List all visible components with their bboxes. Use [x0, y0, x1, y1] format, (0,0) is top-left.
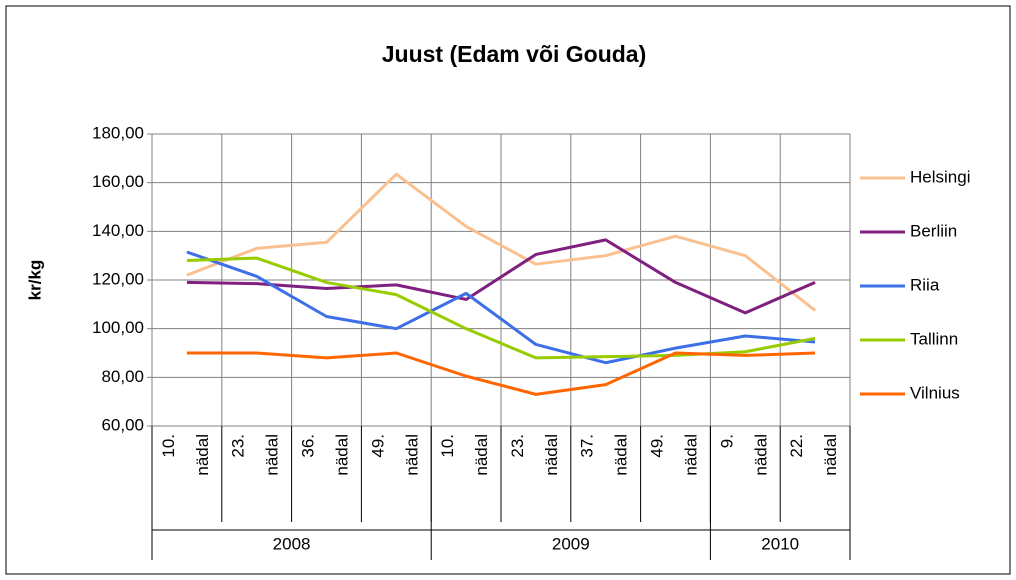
- y-tick-label: 60,00: [101, 415, 144, 434]
- x-tick-label: 37. nädal: [578, 434, 631, 476]
- x-tick-label: 23. nädal: [508, 434, 561, 476]
- group-label: 2010: [761, 534, 799, 553]
- x-tick-label: 36. nädal: [299, 434, 352, 476]
- y-tick-label: 100,00: [92, 318, 144, 337]
- x-tick-label: 9. nädal: [718, 434, 771, 476]
- series-line: [186, 172, 817, 312]
- series-line: [186, 351, 816, 396]
- legend-label: Berliin: [910, 221, 957, 240]
- y-tick-label: 120,00: [92, 269, 144, 288]
- legend-label: Vilnius: [910, 383, 960, 402]
- group-label: 2008: [273, 534, 311, 553]
- x-tick-label: 49. nädal: [648, 434, 701, 476]
- x-tick-label: 22. nädal: [788, 434, 841, 476]
- x-tick-label: 23. nädal: [229, 434, 282, 476]
- y-tick-label: 160,00: [92, 172, 144, 191]
- y-tick-label: 80,00: [101, 367, 144, 386]
- y-tick-label: 140,00: [92, 221, 144, 240]
- x-tick-label: 10. nädal: [159, 434, 212, 476]
- y-tick-label: 180,00: [92, 123, 144, 142]
- x-tick-label: 10. nädal: [439, 434, 492, 476]
- legend-label: Riia: [910, 275, 940, 294]
- series-line: [186, 250, 816, 365]
- chart-title: Juust (Edam või Gouda): [382, 41, 647, 67]
- y-axis-label: kr/kg: [25, 260, 44, 301]
- legend-label: Tallinn: [910, 329, 958, 348]
- series-line: [186, 238, 816, 315]
- x-tick-label: 49. nädal: [369, 434, 422, 476]
- group-label: 2009: [552, 534, 590, 553]
- legend-label: Helsingi: [910, 167, 970, 186]
